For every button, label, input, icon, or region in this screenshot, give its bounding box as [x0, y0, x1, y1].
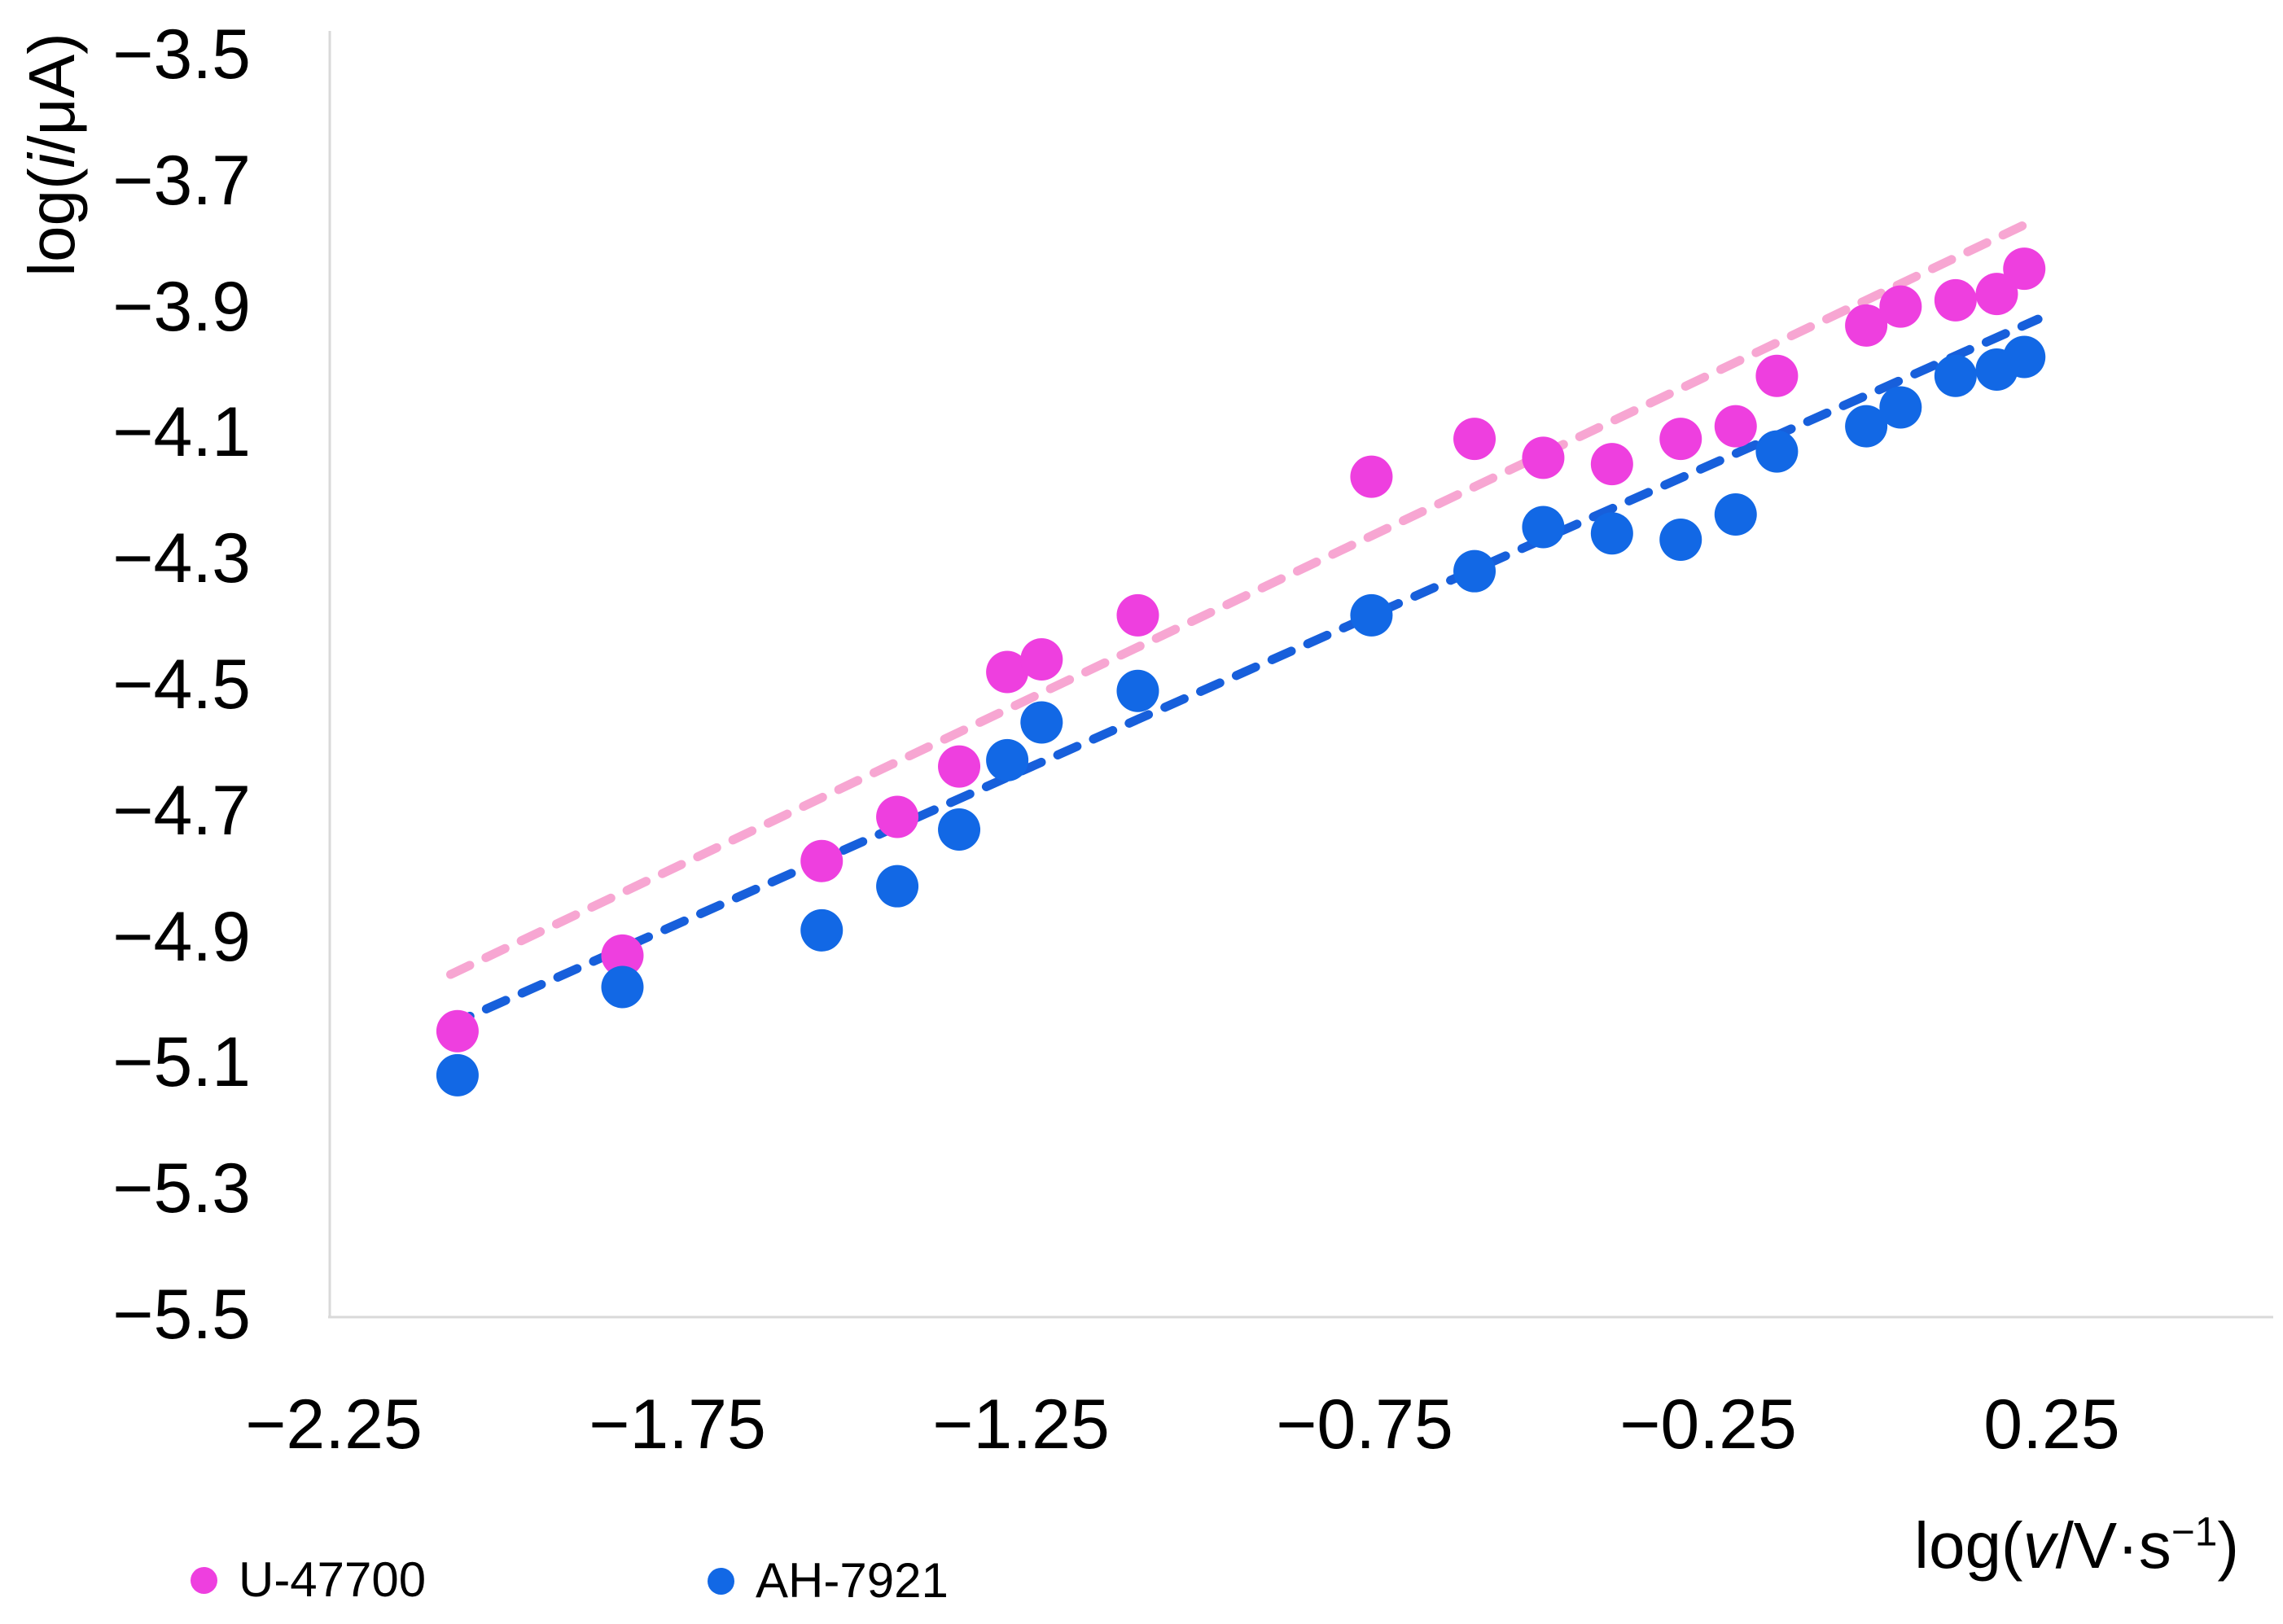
legend-item-ah7921: AH-7921 — [708, 1548, 949, 1613]
x-tick-label: −1.75 — [589, 1385, 766, 1464]
x-tick-label: −0.25 — [1619, 1385, 1797, 1464]
y-tick-label: −4.5 — [112, 646, 251, 724]
legend-marker-u47700-icon — [191, 1566, 217, 1594]
x-tick-label: −0.75 — [1276, 1385, 1453, 1464]
y-tick-label: −3.5 — [112, 15, 251, 94]
data-point-u-47700 — [1845, 304, 1888, 347]
y-tick-label: −5.3 — [112, 1149, 251, 1228]
data-point-ah-7921 — [1350, 593, 1393, 637]
trendline-u-47700 — [445, 213, 2043, 979]
data-point-u-47700 — [1755, 354, 1799, 397]
legend-label-u47700: U-47700 — [239, 1552, 427, 1607]
data-point-ah-7921 — [2003, 335, 2046, 379]
data-point-u-47700 — [1020, 638, 1063, 681]
x-axis-title-suffix: ) — [2217, 1509, 2239, 1582]
data-point-u-47700 — [1590, 443, 1633, 486]
legend-item-u47700: U-47700 — [191, 1547, 426, 1613]
data-point-ah-7921 — [1934, 354, 1977, 397]
data-point-u-47700 — [986, 650, 1029, 694]
data-point-ah-7921 — [1845, 405, 1888, 448]
data-point-u-47700 — [601, 934, 644, 977]
data-point-ah-7921 — [1659, 518, 1702, 561]
data-point-u-47700 — [2003, 247, 2046, 291]
x-tick-label: −2.25 — [245, 1385, 423, 1464]
data-point-ah-7921 — [1590, 512, 1633, 555]
data-point-u-47700 — [938, 745, 981, 788]
data-point-ah-7921 — [876, 865, 919, 908]
data-point-u-47700 — [1714, 405, 1757, 448]
x-tick-label: 0.25 — [1983, 1385, 2120, 1464]
data-point-u-47700 — [1975, 273, 2018, 316]
data-point-ah-7921 — [1879, 386, 1922, 429]
x-axis-title-superscript: −1 — [2171, 1508, 2218, 1555]
data-point-u-47700 — [1350, 455, 1393, 498]
y-tick-label: −5.1 — [112, 1023, 251, 1102]
x-tick-label: −1.25 — [932, 1385, 1110, 1464]
data-point-ah-7921 — [986, 738, 1029, 781]
y-tick-label: −4.1 — [112, 393, 251, 472]
data-point-u-47700 — [436, 1009, 479, 1053]
data-point-u-47700 — [1879, 285, 1922, 328]
data-point-ah-7921 — [1522, 506, 1565, 549]
data-point-u-47700 — [800, 839, 844, 882]
x-axis-title-prefix: log( — [1914, 1509, 2023, 1582]
data-point-u-47700 — [1934, 278, 1977, 322]
legend-label-ah7921: AH-7921 — [756, 1553, 949, 1608]
y-tick-label: −4.7 — [112, 771, 251, 850]
x-axis-title-mid: /V·s — [2055, 1509, 2171, 1582]
y-tick-label: −5.5 — [112, 1276, 251, 1354]
data-point-u-47700 — [876, 795, 919, 838]
data-point-u-47700 — [1659, 418, 1702, 461]
data-point-ah-7921 — [1714, 493, 1757, 536]
data-point-u-47700 — [1116, 593, 1159, 637]
legend-marker-ah7921-icon — [708, 1567, 734, 1595]
y-tick-label: −3.7 — [112, 141, 251, 220]
trendline-ah-7921 — [445, 314, 2043, 1030]
data-point-ah-7921 — [938, 808, 981, 851]
y-tick-label: −4.3 — [112, 519, 251, 598]
data-point-ah-7921 — [1020, 701, 1063, 744]
data-point-ah-7921 — [1116, 669, 1159, 712]
data-point-ah-7921 — [800, 908, 844, 952]
data-point-u-47700 — [1453, 418, 1496, 461]
data-point-u-47700 — [1522, 436, 1565, 479]
data-point-ah-7921 — [1453, 549, 1496, 593]
data-point-ah-7921 — [436, 1053, 479, 1097]
x-axis-title: log(v/V·s−1) — [1914, 1507, 2239, 1585]
y-tick-label: −3.9 — [112, 267, 251, 346]
y-tick-label: −4.9 — [112, 897, 251, 976]
x-axis-title-variable: v — [2022, 1509, 2056, 1582]
data-point-ah-7921 — [601, 965, 644, 1009]
data-point-ah-7921 — [1755, 430, 1799, 473]
